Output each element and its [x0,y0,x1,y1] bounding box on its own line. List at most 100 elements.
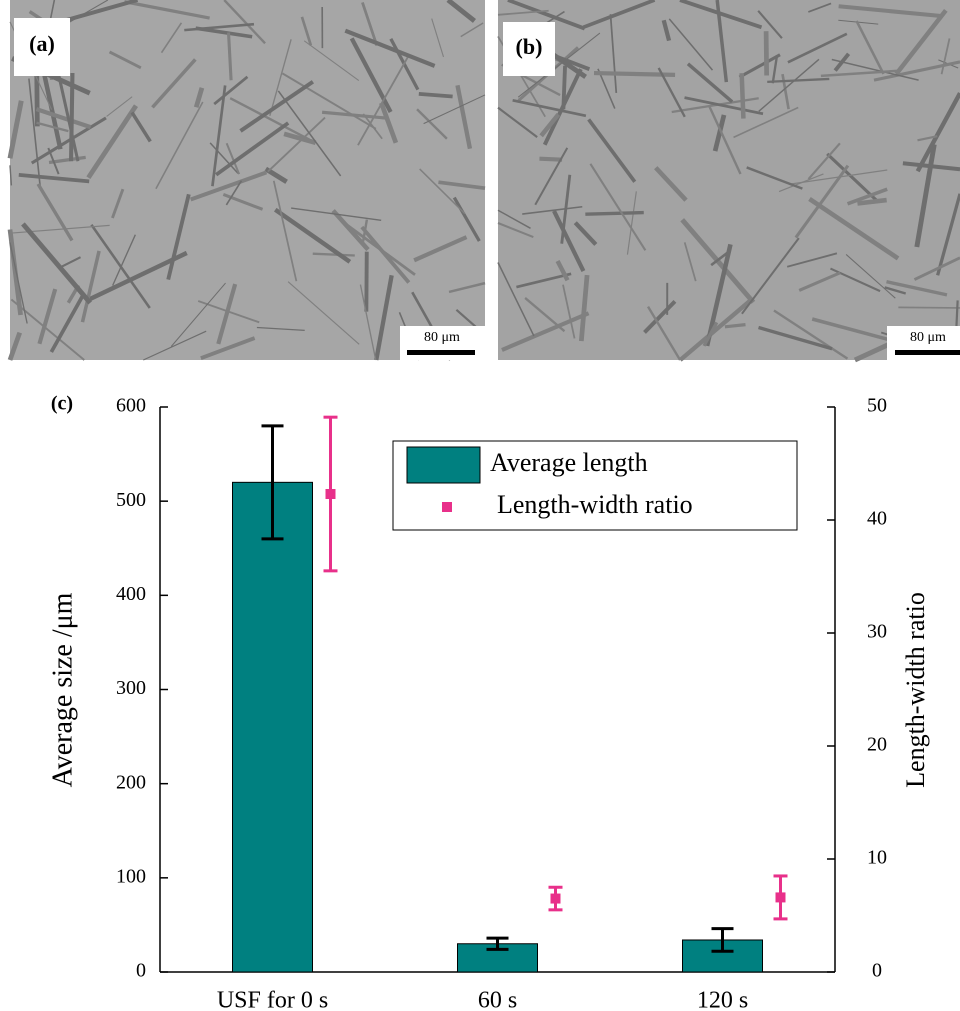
needle [855,20,885,75]
needle [36,121,69,133]
needle [758,58,820,112]
y2-tick-label: 40 [867,508,887,530]
needle [915,92,960,173]
needle [787,32,848,64]
needle [940,38,951,75]
panel-label: (a) [29,31,55,56]
needle [587,118,637,183]
needle [223,0,266,45]
chart: 0 100 200 300 400 500 600 0 10 20 30 40 50 Average si… [47,395,930,1011]
needle [213,75,249,106]
needle [497,209,531,229]
legend-swatch [442,502,452,512]
needle [702,321,719,347]
needle [534,147,569,206]
x-tick-label: 120 s [697,988,748,1011]
needle [111,188,125,219]
needle [497,106,538,138]
needle [281,72,377,130]
needle [497,262,535,337]
needle [374,274,394,361]
ratio-marker [325,489,336,500]
needle [758,325,833,351]
needle [446,0,476,23]
needle [361,1,379,47]
needle [778,173,824,193]
needle [28,78,42,188]
needle [197,300,260,324]
needle [512,98,587,118]
scale-label: 80 μm [910,330,946,345]
needle [300,16,313,46]
needle [647,305,682,361]
needle [273,207,352,264]
legend-label: Length-width ratio [497,490,693,519]
needle [7,331,22,361]
needle [359,284,377,361]
needle [312,252,355,257]
needle [826,152,879,203]
needle [431,18,445,58]
needle [808,2,832,13]
needle [686,62,734,104]
needle [256,326,305,331]
needle [18,172,90,184]
needle [507,0,586,31]
needle [80,250,101,323]
needle [303,40,360,81]
y2-tick-label: 50 [867,395,887,417]
needle [124,0,210,20]
scale-label: 80 μm [424,330,460,345]
y-tick-label: 500 [116,489,146,511]
needle [497,9,549,16]
needle [712,114,727,152]
needle [561,65,567,110]
needle [798,271,841,292]
legend-swatch [406,446,481,484]
needle [738,53,781,79]
needle [914,144,937,248]
needle [808,196,900,261]
needle [41,70,63,150]
needle [36,183,74,242]
panel-label: (c) [51,393,73,415]
needle [151,58,197,109]
needle [555,259,570,282]
y-tick-label: 0 [136,960,146,982]
needle [657,67,686,118]
needle [683,242,697,282]
needle [379,102,399,144]
y-tick-label: 300 [116,677,146,699]
needle [277,90,342,177]
needle [48,155,86,165]
needle [578,274,590,342]
micrographs: (a) (b) 80 μm 80 μm [7,0,960,363]
needle [130,111,152,143]
label-box [14,18,70,76]
needle [345,223,416,276]
needle [767,77,830,84]
y-tick-label: 400 [116,583,146,605]
panel-label: (b) [516,34,543,59]
needle [216,283,238,345]
y2-axis-title: Length-width ratio [901,592,930,788]
needle [501,311,590,352]
y2-tick-label: 0 [872,960,882,982]
needle [215,121,290,177]
needle [585,210,644,216]
y-axis-title: Average size /μm [47,592,78,787]
needle [884,286,907,295]
needle [678,299,752,362]
needle [170,282,226,347]
needle [654,166,688,202]
y2-tick-label: 20 [867,734,887,756]
needle [539,156,563,162]
needle [184,22,255,32]
needle [562,284,576,339]
needle [661,19,672,42]
needle [108,50,142,70]
x-tick-label: USF for 0 s [217,988,328,1011]
needle [49,294,85,353]
needle [609,14,618,94]
ratio-marker [775,892,786,903]
